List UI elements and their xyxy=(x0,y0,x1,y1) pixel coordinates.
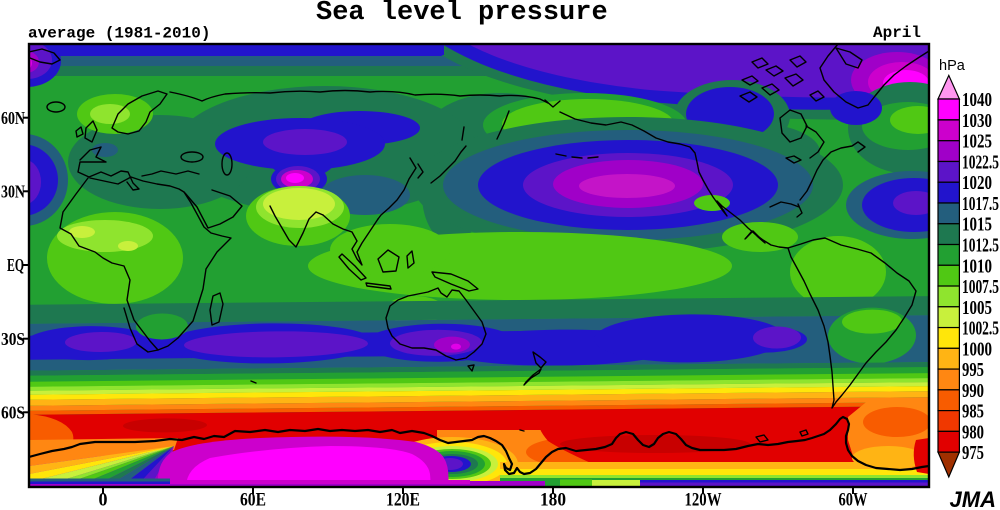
svg-text:120E: 120E xyxy=(386,490,420,510)
svg-text:April: April xyxy=(873,24,921,42)
svg-text:30S: 30S xyxy=(1,329,25,349)
svg-text:985: 985 xyxy=(962,401,984,423)
svg-text:1020: 1020 xyxy=(962,172,992,194)
svg-text:30N: 30N xyxy=(1,182,25,202)
svg-text:1002.5: 1002.5 xyxy=(962,318,999,340)
svg-text:1010: 1010 xyxy=(962,255,992,277)
svg-text:1005: 1005 xyxy=(962,297,992,319)
svg-text:1040: 1040 xyxy=(962,89,992,111)
svg-text:EQ: EQ xyxy=(7,255,24,275)
svg-text:60N: 60N xyxy=(1,108,25,128)
svg-text:1015: 1015 xyxy=(962,214,992,236)
svg-text:975: 975 xyxy=(962,442,984,464)
svg-text:1030: 1030 xyxy=(962,110,992,132)
svg-text:60W: 60W xyxy=(839,490,868,510)
svg-text:1022.5: 1022.5 xyxy=(962,151,999,173)
svg-text:180: 180 xyxy=(540,490,566,510)
svg-text:0: 0 xyxy=(99,490,108,510)
svg-text:60S: 60S xyxy=(1,403,25,423)
svg-text:995: 995 xyxy=(962,359,984,381)
svg-text:1000: 1000 xyxy=(962,338,992,360)
svg-text:hPa: hPa xyxy=(939,58,966,74)
svg-text:average (1981-2010): average (1981-2010) xyxy=(28,25,210,43)
svg-text:120W: 120W xyxy=(685,490,722,510)
svg-text:980: 980 xyxy=(962,421,984,443)
svg-text:60E: 60E xyxy=(240,490,266,510)
svg-text:1025: 1025 xyxy=(962,131,992,153)
svg-text:1012.5: 1012.5 xyxy=(962,235,999,257)
svg-text:JMA: JMA xyxy=(950,487,996,510)
svg-text:Sea level pressure: Sea level pressure xyxy=(316,0,608,28)
svg-text:1007.5: 1007.5 xyxy=(962,276,999,298)
svg-text:1017.5: 1017.5 xyxy=(962,193,999,215)
svg-text:990: 990 xyxy=(962,380,984,402)
